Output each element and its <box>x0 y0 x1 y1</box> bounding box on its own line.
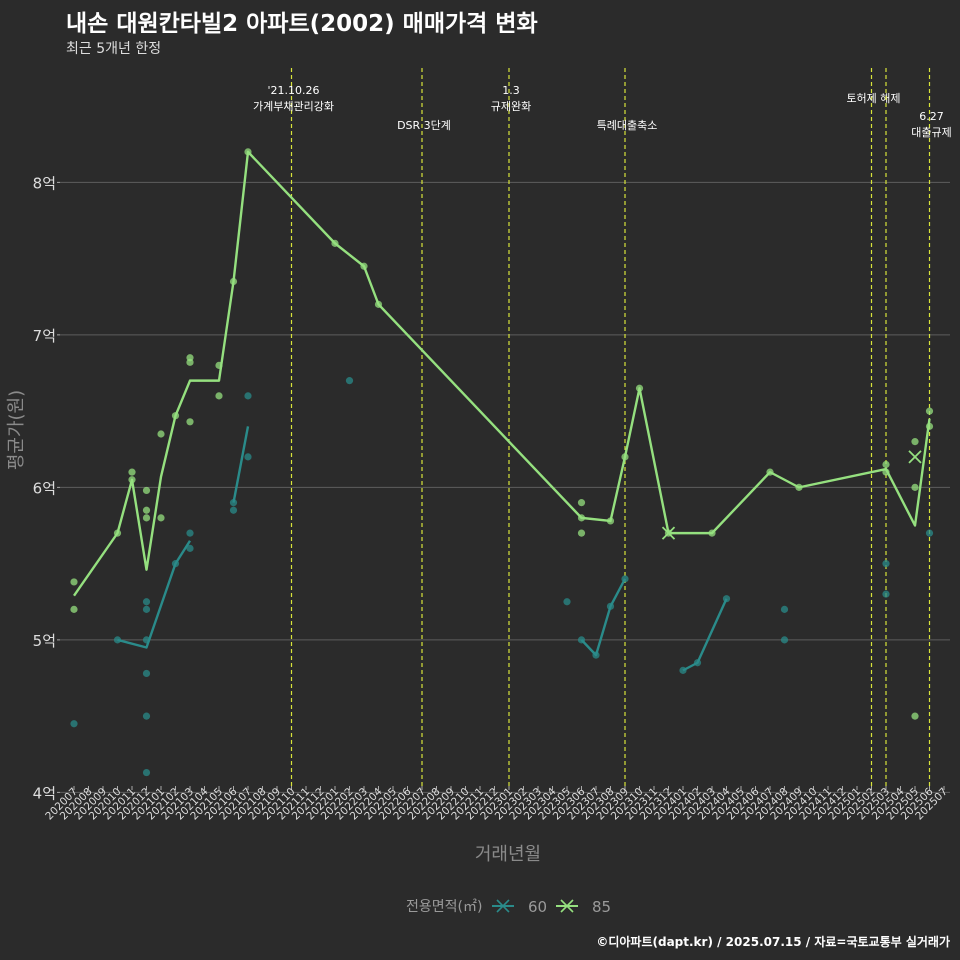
series-85-point <box>186 358 194 366</box>
event-label: '21.10.26 <box>267 84 319 97</box>
y-axis-title: 평균가(원) <box>6 390 27 470</box>
series-60-point <box>563 598 571 606</box>
event-label: 6.27 <box>919 110 944 123</box>
series-60-point <box>142 712 151 720</box>
series-85-point <box>70 578 78 586</box>
chart-subtitle: 최근 5개년 한정 <box>66 41 162 57</box>
series-85-point <box>128 468 136 476</box>
series-85-cross-marker <box>908 450 922 464</box>
grid-lines <box>60 181 950 793</box>
series-60-point <box>780 605 789 613</box>
series-60-point <box>142 768 151 777</box>
legend-title: 전용면적(㎡) <box>406 899 482 915</box>
event-label: 규제완화 <box>491 100 531 113</box>
series-layer <box>70 148 934 777</box>
series-85-point <box>70 605 78 613</box>
x-axis-title: 거래년월 <box>475 844 541 865</box>
series-60-point <box>345 377 354 385</box>
y-tick-label: 8억 <box>33 174 56 192</box>
series-60-point <box>780 636 789 644</box>
series-85-line <box>73 150 931 597</box>
series-85-point <box>215 392 223 400</box>
series-60-line <box>580 578 627 657</box>
series-85-point <box>911 483 919 491</box>
y-tick-label: 4억 <box>33 784 56 802</box>
y-tick-label: 6억 <box>33 479 56 497</box>
series-85-point <box>577 529 586 537</box>
event-label: 1.3 <box>502 84 520 97</box>
series-60-point <box>882 590 890 598</box>
series-60-point <box>142 669 151 678</box>
legend-swatch-cross <box>496 899 510 913</box>
series-85-point <box>577 499 586 507</box>
series-85-point <box>157 514 165 522</box>
series-85-point <box>142 506 151 514</box>
series-85-point <box>142 514 151 522</box>
series-60-point <box>882 560 890 568</box>
series-85-point <box>157 430 165 438</box>
series-60-point <box>70 720 78 728</box>
axis-layer: 4억5억6억7억8억202007202008202009202010202011… <box>33 174 950 822</box>
series-85-point <box>142 486 151 495</box>
series-85-point <box>925 407 934 415</box>
series-60-line <box>117 540 192 649</box>
legend-items: 60 85 <box>492 898 611 916</box>
series-60-point <box>142 605 151 613</box>
event-label: DSR 3단계 <box>397 119 451 132</box>
series-60-point <box>229 506 238 514</box>
y-tick-label: 5억 <box>33 632 56 650</box>
series-85-point <box>911 438 919 446</box>
series-60-point <box>925 529 934 537</box>
series-85-point <box>911 712 919 720</box>
source-caption: ©디아파트(dapt.kr) / 2025.07.15 / 자료=국토교통부 실… <box>596 935 950 949</box>
series-60-line <box>682 598 728 672</box>
legend-label: 85 <box>592 898 611 916</box>
legend-label: 60 <box>528 898 547 916</box>
legend-swatch-cross <box>560 899 574 913</box>
series-60-point <box>186 544 194 552</box>
series-60-point <box>244 453 252 461</box>
series-60-line <box>232 426 250 503</box>
chart-title: 내손 대원칸타빌2 아파트(2002) 매매가격 변화 <box>66 11 538 37</box>
series-85-cross-marker <box>661 526 676 540</box>
series-85-point <box>186 418 194 426</box>
series-60-point <box>244 392 252 400</box>
legend: 전용면적(㎡) 60 85 <box>406 898 611 916</box>
series-60-point <box>142 598 151 606</box>
event-label: 대출규제 <box>911 126 951 139</box>
series-85-point <box>882 460 890 469</box>
y-tick-label: 7억 <box>33 327 56 345</box>
event-label: 특례대출축소 <box>597 119 658 132</box>
event-label: 가계부채관리강화 <box>253 100 334 113</box>
series-60-point <box>186 529 194 537</box>
event-label: 토허제 해제 <box>846 91 900 105</box>
